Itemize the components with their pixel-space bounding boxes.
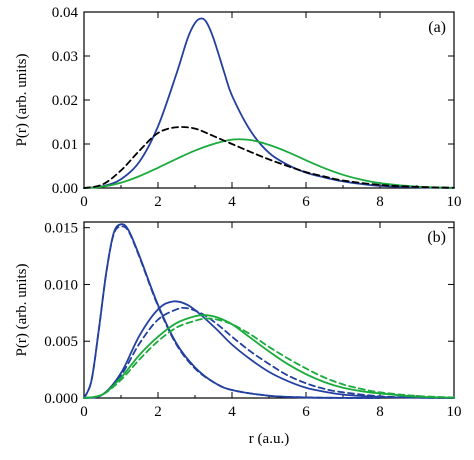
panel-b: 0 2 4 6 8 10 0.000 0.005 0.010 0.015 P(r) (arb. un… — [14, 221, 462, 420]
x-axis-title: r (a.u.) — [249, 431, 289, 447]
x-tick-label: 0 — [80, 404, 88, 420]
y-tick-label: 0.04 — [52, 5, 79, 21]
panel-a: 0 2 4 6 8 10 0.00 0.01 0.02 0.03 0.04 P(r) (arb. un… — [14, 5, 462, 210]
series-line-black-dashed-3 — [83, 126, 455, 189]
y-tick-label: 0.015 — [44, 221, 78, 237]
x-tick-label: 4 — [228, 404, 236, 420]
x-tick-label: 10 — [447, 404, 462, 420]
x-tick-label: 8 — [376, 404, 384, 420]
x-tick-label: 2 — [154, 404, 162, 420]
y-tick-label: 0.01 — [52, 137, 78, 153]
y-tick-label: 0.02 — [52, 93, 78, 109]
y-tick-label: 0.00 — [52, 181, 78, 197]
panel-tag: (a) — [428, 19, 446, 36]
x-tick-label: 10 — [447, 194, 462, 210]
panel-tag: (b) — [427, 229, 446, 246]
y-axis-title: P(r) (arb. units) — [14, 264, 30, 357]
y-axis-title: P(r) (arb. units) — [14, 54, 30, 147]
series-line-green-solid-5 — [83, 314, 455, 399]
series-line-blue-dashed-2 — [83, 225, 381, 399]
x-tick-label: 2 — [154, 194, 162, 210]
series-line-green-solid-2 — [83, 138, 455, 189]
y-tick-label: 0.000 — [44, 391, 78, 407]
x-tick-label: 6 — [302, 194, 310, 210]
x-tick-label: 0 — [80, 194, 88, 210]
y-tick-label: 0.03 — [52, 49, 78, 65]
y-tick-label: 0.005 — [44, 334, 78, 350]
series-line-green-dashed-6 — [83, 317, 455, 399]
x-tick-label: 4 — [228, 194, 236, 210]
x-tick-label: 8 — [376, 194, 384, 210]
series-line-blue-solid-1 — [83, 17, 455, 189]
series-line-blue-dashed-4 — [83, 306, 455, 399]
series-line-blue-solid-3 — [83, 300, 455, 399]
x-tick-label: 6 — [302, 404, 310, 420]
y-tick-label: 0.010 — [44, 277, 78, 293]
